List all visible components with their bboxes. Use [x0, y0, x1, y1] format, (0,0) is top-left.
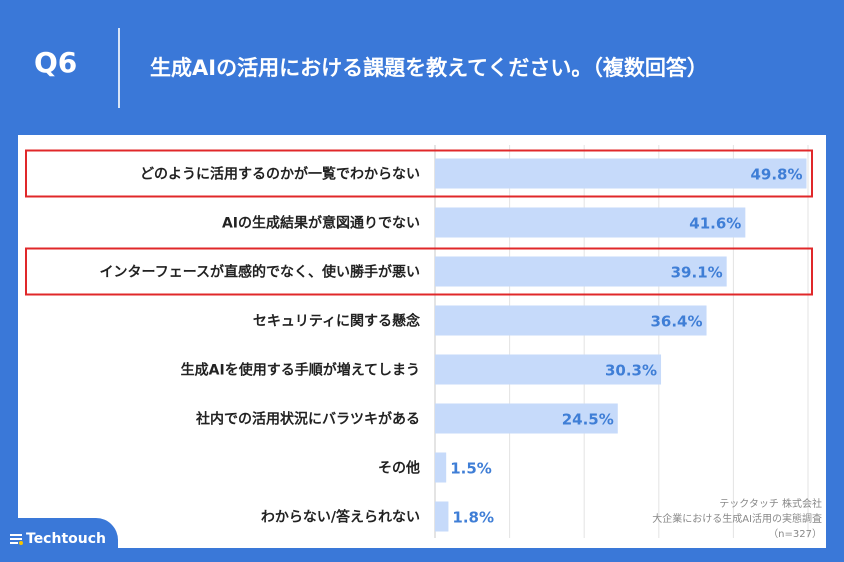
bar [435, 305, 707, 336]
bar [435, 256, 727, 287]
source-company: テックタッチ 株式会社 [719, 499, 822, 510]
bar [435, 452, 447, 483]
bar [435, 207, 746, 238]
value-label: 30.3% [605, 362, 657, 380]
value-label: 1.8% [452, 509, 494, 527]
source-note: テックタッチ 株式会社 大企業における生成AI活用の実態調査 （n=327） [652, 497, 822, 542]
category-label: インターフェースが直感的でなく、使い勝手が悪い [100, 264, 420, 281]
bar [435, 501, 449, 532]
value-label: 39.1% [671, 264, 723, 282]
value-label: 36.4% [650, 313, 702, 331]
source-survey: 大企業における生成AI活用の実態調査 [652, 514, 822, 525]
question-title: 生成AIの活用における課題を教えてください。（複数回答） [150, 56, 708, 80]
category-label: 社内での活用状況にバラツキがある [195, 411, 420, 428]
highlight-box [25, 149, 813, 198]
brand-name: Techtouch [26, 531, 106, 547]
header: Q6 生成AIの活用における課題を教えてください。（複数回答） [0, 0, 844, 135]
techtouch-logo-icon [10, 533, 23, 545]
category-label: AIの生成結果が意図通りでない [222, 215, 420, 232]
category-label: どのように活用するのかが一覧でわからない [140, 166, 420, 183]
category-label: 生成AIを使用する手順が増えてしまう [181, 362, 420, 379]
highlight-box [25, 247, 813, 296]
source-sample: （n=327） [768, 529, 822, 540]
value-label: 49.8% [750, 166, 802, 184]
question-number: Q6 [34, 46, 78, 79]
bar [435, 354, 662, 385]
category-label: セキュリティに関する懸念 [253, 313, 421, 330]
category-label: わからない/答えられない [261, 509, 420, 526]
brand-logo: Techtouch [10, 531, 106, 547]
bar [435, 158, 807, 189]
header-divider [118, 28, 120, 108]
value-label: 24.5% [562, 411, 614, 429]
logo-tab [0, 518, 118, 562]
value-label: 41.6% [689, 215, 741, 233]
category-label: その他 [378, 460, 420, 477]
chart-panel [18, 135, 826, 548]
value-label: 1.5% [450, 460, 492, 478]
bar [435, 403, 618, 434]
